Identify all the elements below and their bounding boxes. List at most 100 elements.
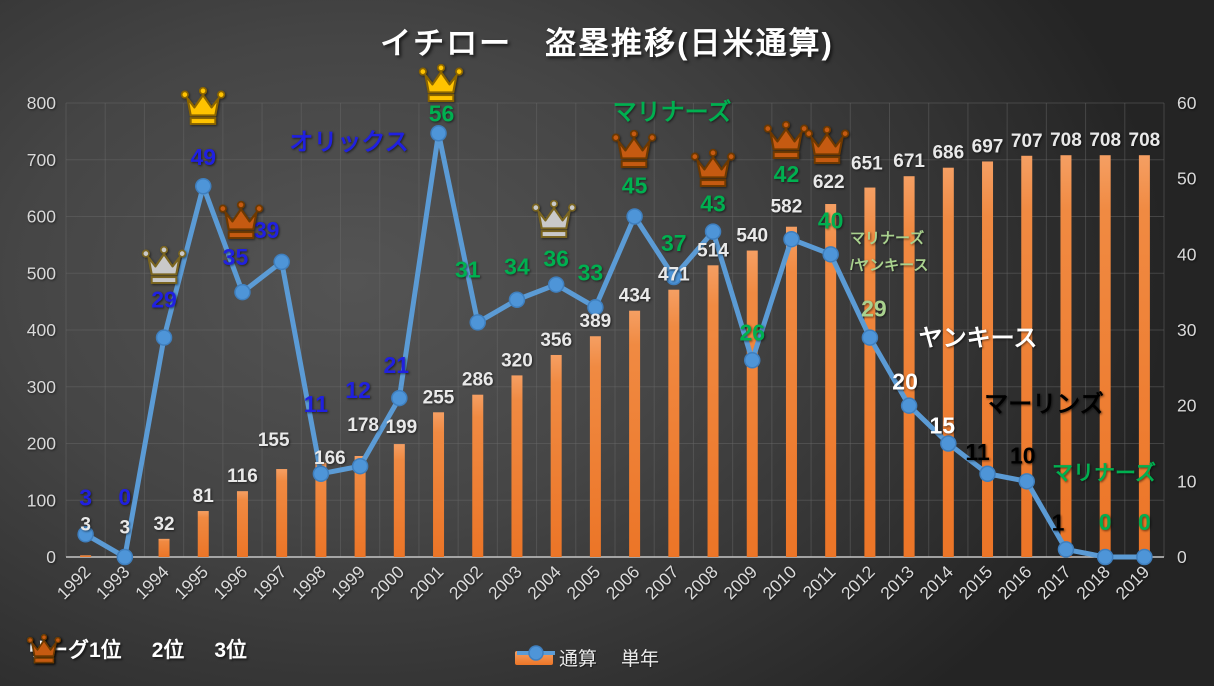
single-label-2013: 20 [892,369,918,395]
point-1999 [351,457,369,475]
single-label-2007: 37 [661,230,687,256]
single-label-2016: 10 [1010,442,1036,468]
single-label-2015: 11 [965,439,990,465]
year-label: 2000 [366,562,408,604]
point-2017 [1057,541,1075,558]
cumulative-label-2014: 686 [932,143,964,164]
bar-1995 [197,511,209,557]
cumulative-label-2009: 540 [736,226,768,247]
cumulative-label-1992: 3 [80,514,91,535]
crown-rank2-2004 [532,200,576,237]
point-2009 [744,352,761,369]
single-label-2010: 42 [774,161,800,187]
point-1992 [77,526,94,543]
bar-2001 [433,412,445,557]
left-axis-tick: 200 [27,434,56,454]
bar-2003 [511,375,523,557]
bronze-crown-icon [27,634,61,663]
single-label-2014: 15 [930,413,956,439]
year-label: 2011 [799,562,840,603]
right-axis-tick: 0 [1177,547,1187,567]
single-label-2019: 0 [1138,509,1151,535]
single-year-line-series [77,125,1153,566]
year-label: 2009 [719,562,761,604]
year-label: 2019 [1112,562,1154,604]
chart-title: イチロー 盗塁推移(日米通算) [380,26,834,61]
year-label: 2013 [876,562,918,604]
point-2001 [430,125,447,142]
year-label: 2003 [484,562,526,604]
cumulative-label-2015: 697 [972,136,1004,157]
single-label-2012: 29 [861,296,887,322]
year-label: 2006 [602,562,644,604]
bar-2016 [1021,155,1033,557]
right-axis-tick: 20 [1177,396,1197,416]
crown-rank1-1995 [181,87,225,124]
bar-2013 [903,176,915,557]
left-axis-tick: 600 [27,207,56,227]
year-label: 1999 [327,562,369,604]
point-2013 [900,397,918,414]
bar-2000 [393,444,405,557]
cumulative-label-1998: 166 [314,448,346,469]
rank3-label: 3位 [214,639,248,662]
left-axis-tick: 400 [27,320,56,340]
bar-2011 [825,204,837,557]
year-label: 2008 [680,562,722,604]
single-label-2005: 33 [578,259,604,285]
line-series-swatch [517,645,555,661]
point-2019 [1136,548,1153,566]
year-label: 2012 [837,562,879,604]
right-axis-tick: 50 [1177,169,1197,189]
single-label-1997: 39 [254,217,280,243]
year-label: 2017 [1033,562,1075,604]
bar-2006 [629,310,641,557]
point-2002 [469,314,486,331]
year-label: 1998 [288,562,330,604]
point-2003 [508,291,526,308]
year-label: 1994 [131,562,173,604]
year-label: 1992 [53,562,95,604]
single-label-1992: 3 [79,484,92,510]
bar-1997 [276,469,288,557]
cumulative-label-2002: 286 [462,370,494,391]
bar-1994 [158,538,170,557]
year-label: 1993 [92,562,134,604]
year-label: 2005 [563,562,605,604]
cumulative-label-2010: 582 [771,197,803,218]
point-1997 [273,253,290,271]
series-legend: 通算 単年 [515,644,673,671]
crown-rank3-2008 [691,149,735,186]
year-label: 2016 [994,562,1036,604]
single-label-1999: 12 [345,377,371,403]
point-2010 [783,230,800,248]
cumulative-label-2004: 356 [540,330,572,351]
point-2007 [665,268,683,286]
single-label-2009: 26 [739,319,765,345]
single-label-2011: 40 [818,207,844,233]
cumulative-label-1999: 178 [347,415,379,436]
left-axis-tick: 0 [46,547,56,567]
bar-2007 [668,289,680,557]
single-label-2006: 45 [622,173,648,199]
bar-1996 [236,491,248,557]
cumulative-label-2012: 651 [851,154,883,175]
bar-2017 [1060,155,1072,557]
right-axis-tick: 60 [1177,93,1197,113]
right-axis-tick: 40 [1177,244,1197,264]
single-label-1995: 49 [190,144,216,170]
series-legend-single: 単年 [517,644,659,671]
point-2016 [1018,473,1035,490]
cumulative-label-2013: 671 [893,151,925,172]
point-2014 [940,435,957,452]
cumulative-label-2016: 707 [1011,131,1043,152]
bar-1999 [354,455,366,557]
point-1993 [116,548,134,566]
cumulative-label-2001: 255 [423,387,455,408]
annotation-3: /ヤンキース [850,257,928,274]
single-label-1998: 11 [304,391,329,417]
year-label: 1997 [249,562,291,604]
